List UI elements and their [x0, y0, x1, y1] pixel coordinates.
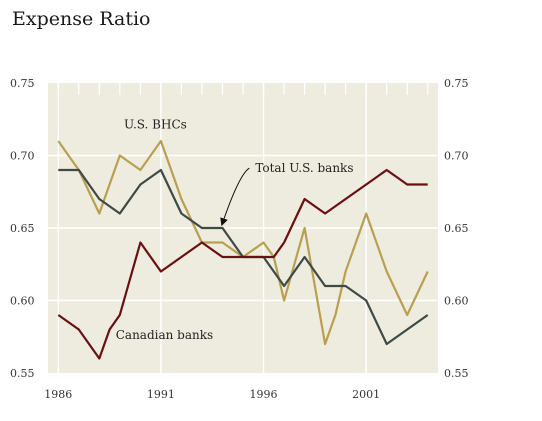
annotation-total-u-s-banks: Total U.S. banks: [255, 161, 353, 175]
chart-title: Expense Ratio: [12, 8, 151, 30]
y-tick-label-left: 0.75: [10, 77, 35, 90]
y-tick-label-left: 0.70: [10, 150, 35, 163]
y-tick-label-right: 0.60: [444, 295, 469, 308]
annotation-u-s-bhcs: U.S. BHCs: [124, 118, 187, 132]
x-axis-labels: 1986 1991 1996 2001: [44, 388, 380, 401]
series-lines: [57, 139, 429, 360]
gridlines: [48, 83, 438, 373]
x-tick-label: 1986: [44, 388, 72, 401]
y-axis-right-labels: 0.55 0.60 0.65 0.70 0.75: [444, 77, 469, 380]
x-tick-label: 2001: [352, 388, 380, 401]
y-tick-label-left: 0.65: [10, 222, 35, 235]
x-tick-label: 1996: [250, 388, 278, 401]
y-tick-label-right: 0.75: [444, 77, 469, 90]
y-tick-label-right: 0.55: [444, 367, 469, 380]
year-tick-marks: [57, 83, 429, 95]
x-tick-label: 1991: [147, 388, 175, 401]
y-tick-label-left: 0.60: [10, 295, 35, 308]
series-annotations: U.S. BHCs Total U.S. banks Canadian banks: [116, 118, 354, 342]
y-tick-label-right: 0.65: [444, 222, 469, 235]
annotation-canadian-banks: Canadian banks: [116, 328, 213, 342]
annotation-arrow: [220, 167, 250, 227]
series-line-canadian-banks: [57, 168, 428, 360]
y-tick-label-left: 0.55: [10, 367, 35, 380]
y-axis-left-labels: 0.55 0.60 0.65 0.70 0.75: [10, 77, 35, 380]
y-tick-label-right: 0.70: [444, 150, 469, 163]
